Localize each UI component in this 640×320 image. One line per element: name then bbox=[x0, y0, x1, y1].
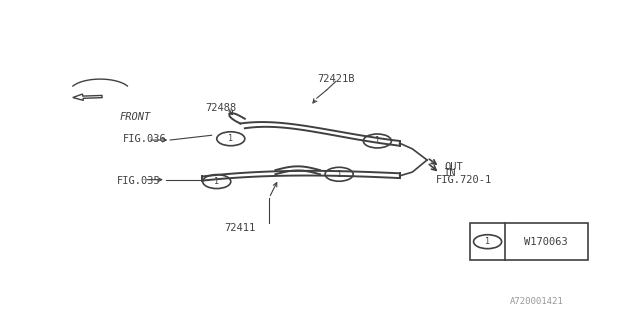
Text: IN: IN bbox=[444, 168, 457, 178]
Text: A720001421: A720001421 bbox=[510, 297, 564, 306]
Text: FIG.036: FIG.036 bbox=[123, 134, 166, 144]
Text: 1: 1 bbox=[214, 177, 220, 186]
Text: 72488: 72488 bbox=[205, 103, 237, 113]
Text: W170063: W170063 bbox=[524, 237, 568, 247]
Text: FRONT: FRONT bbox=[119, 112, 150, 122]
Text: 1: 1 bbox=[375, 136, 380, 146]
Text: 1: 1 bbox=[228, 134, 234, 143]
FancyBboxPatch shape bbox=[470, 223, 588, 260]
FancyArrow shape bbox=[73, 94, 102, 100]
Text: 72421B: 72421B bbox=[317, 74, 355, 84]
Text: OUT: OUT bbox=[444, 162, 463, 172]
Text: 1: 1 bbox=[485, 237, 490, 246]
Text: FIG.035: FIG.035 bbox=[116, 176, 160, 186]
Text: 1: 1 bbox=[337, 170, 342, 179]
Text: FIG.720-1: FIG.720-1 bbox=[436, 175, 492, 185]
Text: 72411: 72411 bbox=[225, 223, 256, 233]
